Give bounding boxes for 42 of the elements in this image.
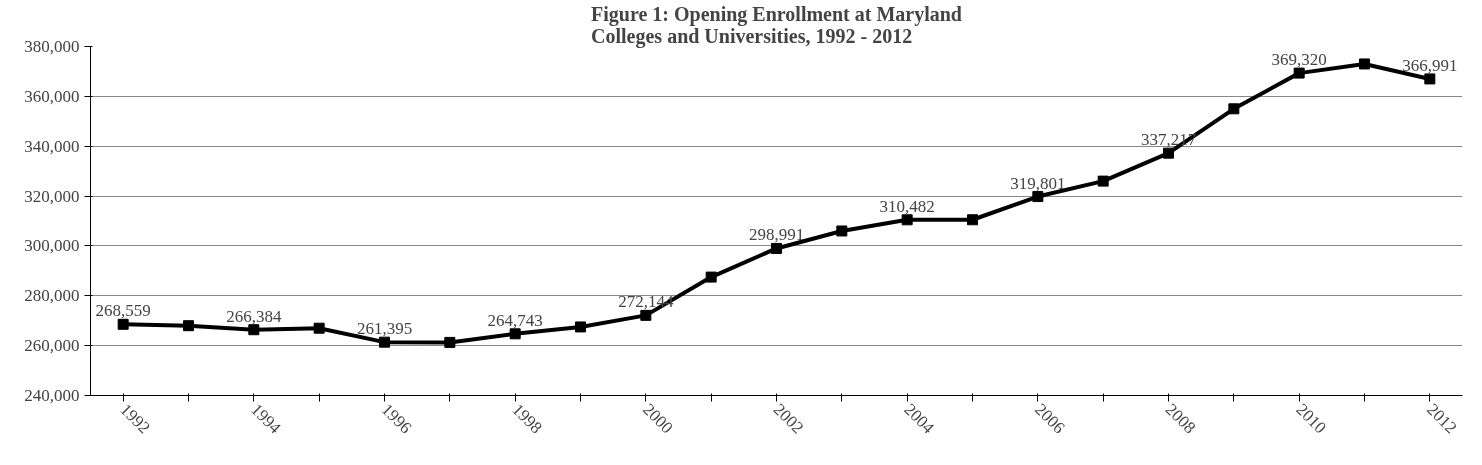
data-label: 261,395 (356, 319, 413, 339)
point (901, 214, 913, 226)
point (1032, 191, 1044, 203)
point (1359, 58, 1370, 70)
data-label: 366,991 (1402, 55, 1458, 75)
y-tick-label: 280,000 (24, 286, 80, 306)
data-label: 266,384 (226, 306, 282, 326)
point (836, 225, 848, 237)
point (1228, 103, 1240, 115)
point (117, 318, 129, 330)
point (509, 328, 521, 340)
chart-title: Figure 1: Opening Enrollment at Maryland Colleges and Universities, 1992 - 2012 (591, 2, 962, 48)
point (640, 309, 652, 321)
data-label: 264,743 (487, 310, 543, 330)
y-tick-label: 380,000 (24, 37, 80, 56)
point (183, 320, 194, 332)
point (967, 214, 978, 226)
y-tick-label: 300,000 (24, 236, 80, 256)
point (248, 324, 260, 336)
point (1097, 175, 1109, 187)
y-tick-label: 260,000 (24, 336, 80, 356)
y-tick-label: 320,000 (24, 186, 80, 206)
data-label: 310,482 (879, 196, 935, 216)
point (771, 242, 782, 254)
data-label: 369,320 (1271, 50, 1327, 70)
point (1293, 67, 1305, 79)
y-tick-label: 340,000 (24, 136, 80, 156)
x-tick-label: 1996 (377, 399, 416, 438)
point (705, 271, 717, 283)
point (575, 321, 586, 333)
y-tick-label: 360,000 (24, 86, 80, 106)
data-label: 319,801 (1010, 173, 1066, 193)
x-tick-label: 1998 (508, 399, 546, 438)
point (313, 322, 325, 334)
point (1163, 147, 1174, 159)
point (379, 336, 390, 348)
point (1424, 73, 1436, 85)
x-tick-label: 1994 (247, 399, 285, 438)
data-label: 268,559 (95, 301, 151, 321)
data-label: 298,991 (748, 225, 805, 245)
y-tick-label: 240,000 (24, 386, 80, 405)
point (444, 336, 456, 348)
